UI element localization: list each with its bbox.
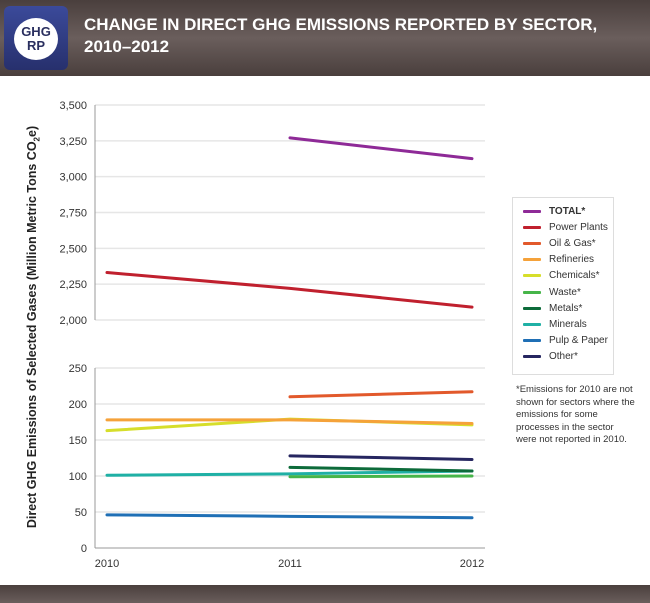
- series-line-minerals: [105, 469, 474, 477]
- legend-item: Pulp & Paper: [523, 333, 613, 349]
- legend-label: Waste*: [549, 286, 581, 298]
- legend-label: Oil & Gas*: [549, 237, 596, 249]
- legend-item: Oil & Gas*: [523, 235, 613, 251]
- legend-swatch: [523, 258, 541, 262]
- x-tick-label: 2012: [460, 558, 484, 570]
- legend-swatch: [523, 225, 541, 229]
- legend-item: Chemicals*: [523, 268, 613, 284]
- legend-item: Power Plants: [523, 219, 613, 235]
- title-line-2: 2010–2012: [84, 37, 170, 56]
- legend-label: Chemicals*: [549, 270, 600, 282]
- title-line-1: CHANGE IN DIRECT GHG EMISSIONS REPORTED …: [84, 15, 598, 34]
- legend: TOTAL* Power Plants Oil & Gas* Refineries Ch…: [512, 197, 614, 375]
- series-line-metals: [288, 465, 474, 473]
- x-tick-label: 2011: [278, 558, 302, 570]
- legend-swatch: [523, 290, 541, 294]
- legend-label: Metals*: [549, 302, 583, 314]
- y-tick-label: 3,500: [59, 100, 87, 112]
- y-tick-label: 3,250: [59, 136, 87, 148]
- legend-swatch: [523, 241, 541, 245]
- y-tick-label: 100: [69, 471, 87, 483]
- series-line-total: [288, 136, 474, 161]
- series-line-waste: [288, 474, 474, 479]
- y-axis-label: Direct GHG Emissions of Selected Gases (…: [24, 125, 42, 529]
- series-line-oil-gas: [288, 390, 474, 399]
- y-tick-label: 2,250: [59, 279, 87, 291]
- y-tick-label: 200: [69, 399, 87, 411]
- legend-swatch: [523, 209, 541, 213]
- series-line-power-plants: [105, 271, 474, 309]
- legend-label: Other*: [549, 351, 578, 363]
- legend-swatch: [523, 339, 541, 343]
- y-tick-label: 2,000: [59, 315, 87, 327]
- x-tick-label: 2010: [95, 558, 119, 570]
- legend-swatch: [523, 274, 541, 278]
- legend-swatch: [523, 322, 541, 326]
- legend-item: Other*: [523, 349, 613, 365]
- footer-bar: [0, 585, 650, 603]
- legend-item: Metals*: [523, 300, 613, 316]
- legend-label: Pulp & Paper: [549, 335, 608, 347]
- y-tick-label: 3,000: [59, 172, 87, 184]
- legend-label: Power Plants: [549, 221, 608, 233]
- footnote: *Emissions for 2010 are not shown for se…: [516, 384, 635, 445]
- ghgrp-logo: GHG RP: [4, 6, 68, 70]
- series-line-refineries: [105, 418, 474, 425]
- logo-text: GHG RP: [14, 18, 58, 60]
- series-line-pulp-paper: [105, 513, 474, 520]
- legend-label: Minerals: [549, 318, 587, 330]
- legend-swatch: [523, 355, 541, 359]
- header-banner: GHG RP CHANGE IN DIRECT GHG EMISSIONS REP…: [0, 0, 650, 76]
- y-tick-label: 50: [75, 507, 87, 519]
- legend-swatch: [523, 306, 541, 310]
- legend-label: TOTAL*: [549, 205, 586, 217]
- legend-item: Minerals: [523, 316, 613, 332]
- y-tick-label: 250: [69, 363, 87, 375]
- y-tick-label: 0: [81, 543, 87, 555]
- legend-item: TOTAL*: [523, 203, 613, 219]
- chart-title: CHANGE IN DIRECT GHG EMISSIONS REPORTED …: [84, 14, 597, 58]
- legend-label: Refineries: [549, 254, 595, 266]
- legend-item: Refineries: [523, 252, 613, 268]
- series-line-other: [288, 454, 474, 461]
- y-tick-label: 2,750: [59, 208, 87, 220]
- y-tick-label: 2,500: [59, 243, 87, 255]
- legend-item: Waste*: [523, 284, 613, 300]
- y-tick-label: 150: [69, 435, 87, 447]
